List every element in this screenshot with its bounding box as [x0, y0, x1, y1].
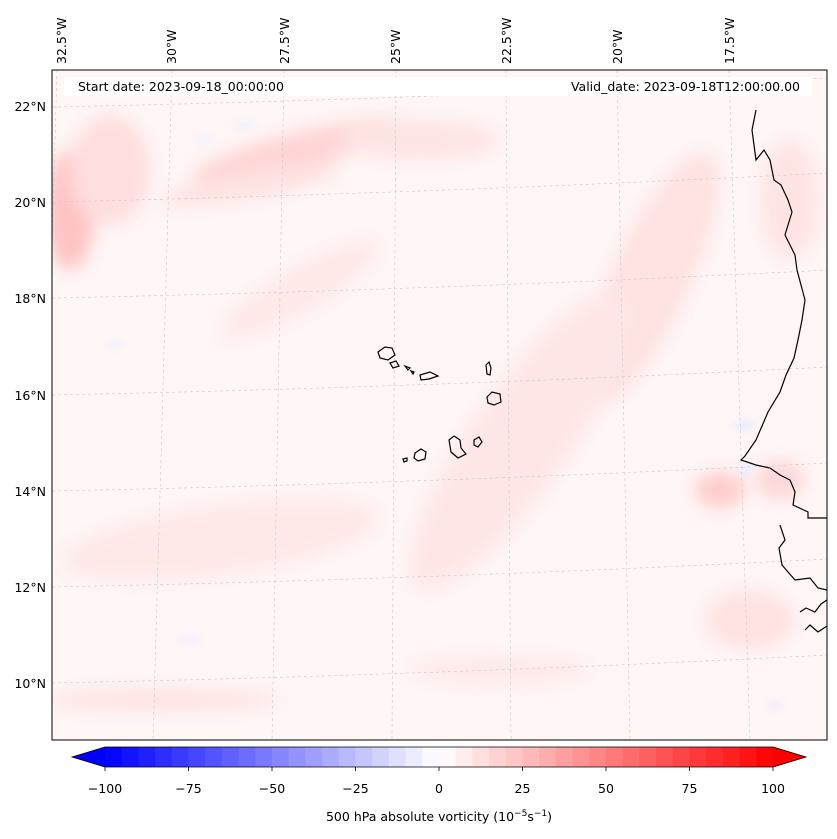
colorbar-segment	[505, 747, 523, 767]
lon-label-20w: 20°W	[610, 29, 625, 64]
colorbar-segment	[422, 747, 440, 767]
colorbar-segment	[272, 747, 290, 767]
colorbar-segment	[155, 747, 173, 767]
colorbar-segment	[171, 747, 189, 767]
colorbar-tick-label-neg50: −50	[259, 781, 285, 796]
colorbar-ticks	[104, 767, 774, 771]
vorticity-field	[52, 115, 820, 712]
colorbar-segment	[722, 747, 741, 767]
colorbar-segment	[205, 747, 223, 767]
lat-label-12n: 12°N	[14, 580, 46, 595]
lat-label-22n: 22°N	[14, 99, 46, 114]
colorbar-segment	[322, 747, 340, 767]
lat-label-14n: 14°N	[14, 484, 46, 499]
colorbar-segment	[455, 747, 473, 767]
colorbar-tick-labels: −100 −75 −50 −25 0 25 50 75 100	[88, 781, 785, 796]
start-date-label: Start date: 2023-09-18_00:00:00	[78, 79, 284, 94]
colorbar-tick-label-75: 75	[682, 781, 698, 796]
longitude-labels: 32.5°W 30°W 27.5°W 25°W 22.5°W 20°W 17.5…	[54, 18, 737, 64]
lat-label-20n: 20°N	[14, 195, 46, 210]
colorbar-segment	[639, 747, 657, 767]
map-frame	[51, 69, 828, 741]
colorbar-segment	[221, 747, 240, 767]
colorbar-segment	[522, 747, 540, 767]
cape-verde-islands	[377, 346, 502, 463]
lon-label-17-5w: 17.5°W	[722, 18, 737, 64]
lon-label-30w: 30°W	[164, 29, 179, 64]
colorbar-segment	[706, 747, 724, 767]
colorbar-segment	[489, 747, 507, 767]
colorbar-label: 500 hPa absolute vorticity (10−5s−1)	[326, 809, 552, 824]
colorbar-tick-label-neg25: −25	[342, 781, 368, 796]
lon-label-27-5w: 27.5°W	[277, 18, 292, 64]
colorbar-segment	[439, 747, 457, 767]
colorbar-segments	[105, 747, 774, 767]
colorbar-segment	[572, 747, 590, 767]
colorbar-segment	[672, 747, 690, 767]
colorbar-label-exponent-1: −5	[514, 809, 527, 819]
colorbar-segment	[539, 747, 557, 767]
colorbar-segment	[138, 747, 156, 767]
colorbar-segment	[739, 747, 757, 767]
colorbar-segment	[105, 747, 123, 767]
colorbar: −100 −75 −50 −25 0 25 50 75 100 500 hPa …	[70, 746, 808, 824]
lat-label-10n: 10°N	[14, 676, 46, 691]
colorbar-label-end: )	[547, 809, 552, 824]
colorbar-label-main: 500 hPa absolute vorticity (10	[326, 809, 514, 824]
colorbar-segment	[555, 747, 574, 767]
colorbar-segment	[305, 747, 323, 767]
lat-label-18n: 18°N	[14, 291, 46, 306]
colorbar-segment	[188, 747, 206, 767]
colorbar-segment	[589, 747, 607, 767]
colorbar-tick-label-0: 0	[435, 781, 443, 796]
colorbar-segment	[388, 747, 407, 767]
colorbar-tick-label-100: 100	[761, 781, 785, 796]
colorbar-segment	[606, 747, 624, 767]
colorbar-segment	[372, 747, 390, 767]
colorbar-segment	[622, 747, 640, 767]
colorbar-segment	[656, 747, 674, 767]
colorbar-tick-label-25: 25	[515, 781, 531, 796]
colorbar-low-extend-arrow	[72, 747, 105, 767]
lon-label-25w: 25°W	[388, 29, 403, 64]
coastline	[739, 109, 827, 633]
latitude-labels: 22°N 20°N 18°N 16°N 14°N 12°N 10°N	[14, 99, 46, 691]
lat-label-16n: 16°N	[14, 388, 46, 403]
colorbar-tick-label-neg75: −75	[175, 781, 201, 796]
colorbar-segment	[238, 747, 256, 767]
colorbar-segment	[756, 747, 774, 767]
colorbar-segment	[405, 747, 423, 767]
colorbar-segment	[338, 747, 356, 767]
colorbar-segment	[288, 747, 306, 767]
colorbar-label-unit: s	[527, 809, 534, 824]
lon-label-22-5w: 22.5°W	[499, 18, 514, 64]
colorbar-tick-label-50: 50	[598, 781, 614, 796]
colorbar-segment	[689, 747, 707, 767]
colorbar-high-extend-arrow	[773, 747, 806, 767]
valid-date-label: Valid_date: 2023-09-18T12:00:00.00	[571, 79, 800, 94]
lon-label-32-5w: 32.5°W	[54, 18, 69, 64]
colorbar-segment	[121, 747, 139, 767]
colorbar-tick-label-neg100: −100	[88, 781, 122, 796]
map-area: Start date: 2023-09-18_00:00:00 Valid_da…	[52, 70, 827, 740]
date-strip-background	[64, 77, 812, 96]
colorbar-label-exponent-2: −1	[534, 809, 547, 819]
colorbar-segment	[472, 747, 490, 767]
colorbar-segment	[255, 747, 273, 767]
gridlines	[52, 70, 827, 740]
colorbar-segment	[355, 747, 373, 767]
